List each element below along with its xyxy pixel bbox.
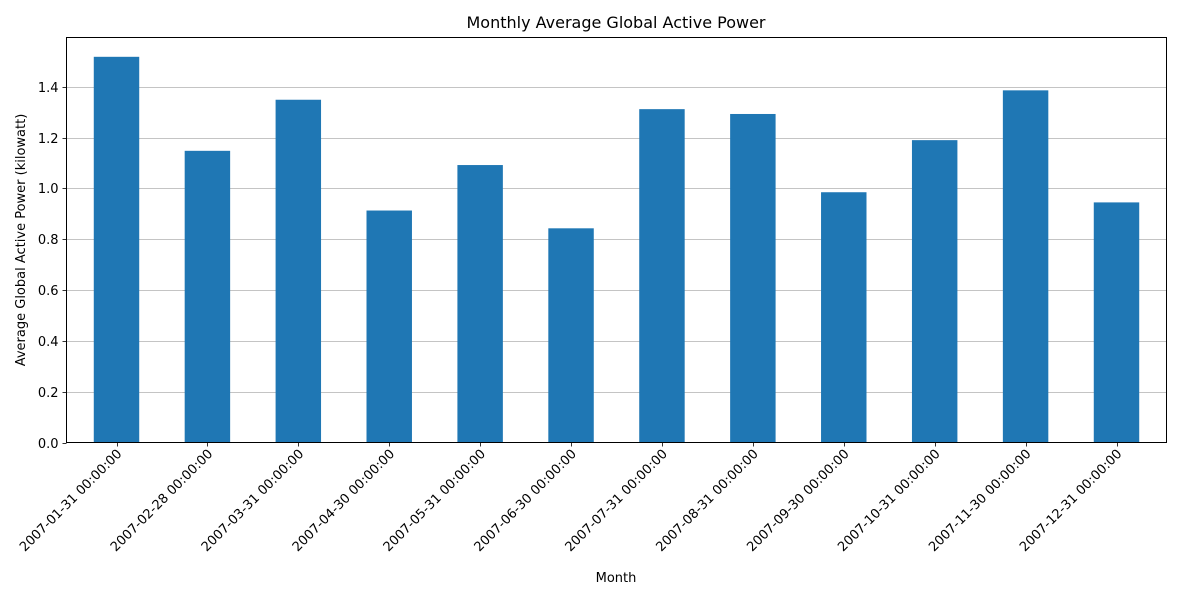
plot-frame <box>66 37 1167 443</box>
y-tick-label: 0.0 <box>38 437 59 452</box>
x-axis-label: Month <box>596 571 637 586</box>
y-tick-label: 0.8 <box>38 233 59 248</box>
gridlines <box>66 87 1167 393</box>
chart-title: Monthly Average Global Active Power <box>466 13 765 32</box>
bar <box>184 150 231 443</box>
bars <box>93 56 1140 443</box>
x-tick-label: 2007-02-28 00:00:00 <box>108 447 216 555</box>
x-tick-label: 2007-05-31 00:00:00 <box>381 447 489 555</box>
bar <box>1002 90 1049 443</box>
x-tick-label: 2007-06-30 00:00:00 <box>472 447 580 555</box>
x-tick-label: 2007-12-31 00:00:00 <box>1017 447 1125 555</box>
bar <box>639 109 685 443</box>
bar <box>911 140 958 443</box>
x-tick-label: 2007-07-31 00:00:00 <box>563 447 671 555</box>
bar <box>93 56 140 443</box>
y-tick-label: 0.4 <box>38 335 59 350</box>
y-tick-label: 0.6 <box>38 284 59 299</box>
bar <box>457 165 503 443</box>
x-tick-label: 2007-11-30 00:00:00 <box>926 447 1034 555</box>
y-axis-label: Average Global Active Power (kilowatt) <box>14 114 29 367</box>
x-tick-label: 2007-10-31 00:00:00 <box>835 447 943 555</box>
y-tick-label: 1.4 <box>38 81 59 96</box>
x-tick-label: 2007-04-30 00:00:00 <box>290 447 398 555</box>
x-tick-label: 2007-03-31 00:00:00 <box>199 447 307 555</box>
y-tick-label: 0.2 <box>38 386 59 401</box>
bar <box>275 99 322 443</box>
y-tick-label: 1.0 <box>38 182 59 197</box>
bar <box>1093 202 1140 443</box>
x-tick-label: 2007-01-31 00:00:00 <box>17 447 125 555</box>
y-axis-ticks: 0.0 0.2 0.4 0.6 0.8 1.0 1.2 1.4 <box>38 81 67 452</box>
bar <box>821 192 867 443</box>
bar <box>730 113 776 443</box>
x-tick-label: 2007-09-30 00:00:00 <box>744 447 852 555</box>
y-tick-label: 1.2 <box>38 132 59 147</box>
bar <box>548 228 594 443</box>
x-tick-label: 2007-08-31 00:00:00 <box>653 447 761 555</box>
bar <box>366 210 412 443</box>
